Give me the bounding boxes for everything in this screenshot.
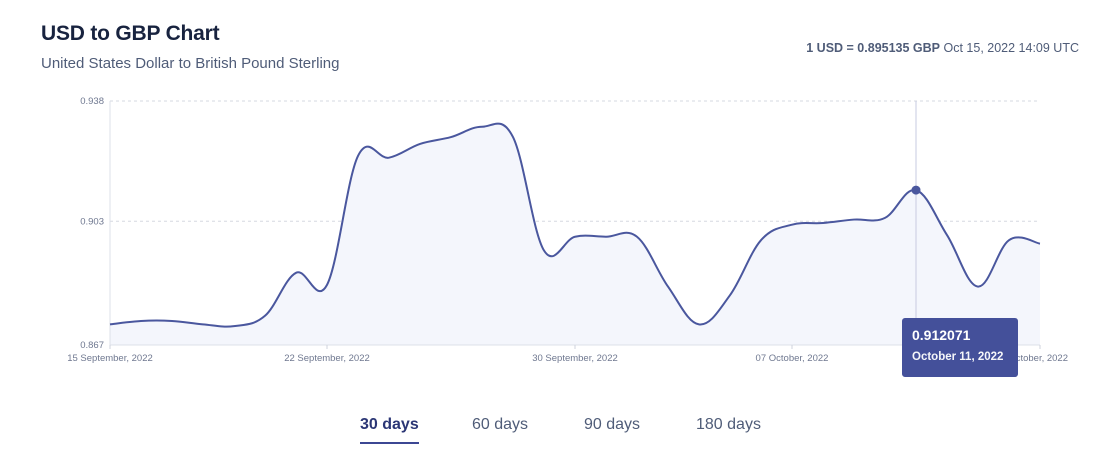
chart-title: USD to GBP Chart: [41, 22, 220, 45]
data-point[interactable]: [261, 312, 269, 320]
y-tick-label: 0.903: [80, 216, 104, 227]
x-tick-label: October, 2022: [1008, 353, 1068, 364]
tab-30-days[interactable]: 30 days: [360, 416, 419, 444]
x-tick-label: 07 October, 2022: [756, 353, 829, 364]
chart-axes: 0.938 0.903 0.867 15 September, 2022 22 Sept…: [67, 96, 1068, 364]
data-point[interactable]: [168, 317, 176, 325]
data-point[interactable]: [106, 320, 114, 328]
series-line[interactable]: [109, 122, 1041, 328]
data-point[interactable]: [385, 154, 393, 162]
data-point[interactable]: [323, 281, 331, 289]
data-point[interactable]: [478, 123, 486, 131]
data-point[interactable]: [633, 233, 641, 241]
current-rate-value: 1 USD = 0.895135 GBP: [806, 41, 941, 55]
data-point[interactable]: [137, 317, 145, 325]
data-point[interactable]: [726, 291, 734, 299]
tab-60-days[interactable]: 60 days: [472, 416, 529, 433]
data-point[interactable]: [292, 269, 300, 277]
tooltip-date: October 11, 2022: [912, 351, 1004, 363]
y-tick-label: 0.867: [80, 340, 104, 351]
data-point[interactable]: [540, 246, 548, 254]
data-point[interactable]: [664, 283, 672, 291]
data-point[interactable]: [757, 236, 765, 244]
line-chart[interactable]: 0.938 0.903 0.867 15 September, 2022 22 Sept…: [0, 0, 1120, 410]
data-point[interactable]: [819, 219, 827, 227]
current-rate: 1 USD = 0.895135 GBP Oct 15, 2022 14:09 …: [806, 41, 1079, 55]
data-point[interactable]: [354, 152, 362, 160]
chart-marks: [106, 101, 1044, 345]
current-rate-timestamp: Oct 15, 2022 14:09 UTC: [943, 41, 1080, 55]
data-point[interactable]: [850, 216, 858, 224]
data-point[interactable]: [571, 233, 579, 241]
tab-90-days[interactable]: 90 days: [584, 416, 641, 433]
highlight-point[interactable]: [911, 185, 921, 195]
data-point[interactable]: [1005, 236, 1013, 244]
chart-subtitle: United States Dollar to British Pound St…: [41, 55, 340, 72]
series-area: [110, 123, 1040, 345]
data-point[interactable]: [199, 320, 207, 328]
tab-180-days[interactable]: 180 days: [696, 416, 761, 433]
y-tick-label: 0.938: [80, 96, 104, 107]
data-point[interactable]: [1036, 240, 1044, 248]
data-point[interactable]: [943, 231, 951, 239]
x-tick-label: 15 September, 2022: [67, 353, 153, 364]
chart-area-group: [110, 123, 1040, 345]
range-tabs: 30 days 60 days 90 days 180 days: [0, 416, 1120, 456]
data-point[interactable]: [974, 283, 982, 291]
x-tick-label: 30 September, 2022: [532, 353, 618, 364]
data-point[interactable]: [416, 140, 424, 148]
x-tick-label: 22 September, 2022: [284, 353, 370, 364]
data-point[interactable]: [509, 133, 517, 141]
chart-tooltip: 0.912071 October 11, 2022: [902, 318, 1018, 377]
tooltip-value: 0.912071: [912, 327, 971, 343]
data-point[interactable]: [230, 322, 238, 330]
data-point[interactable]: [881, 214, 889, 222]
data-point[interactable]: [602, 233, 610, 241]
data-point[interactable]: [695, 320, 703, 328]
data-point[interactable]: [447, 133, 455, 141]
data-point[interactable]: [788, 221, 796, 229]
